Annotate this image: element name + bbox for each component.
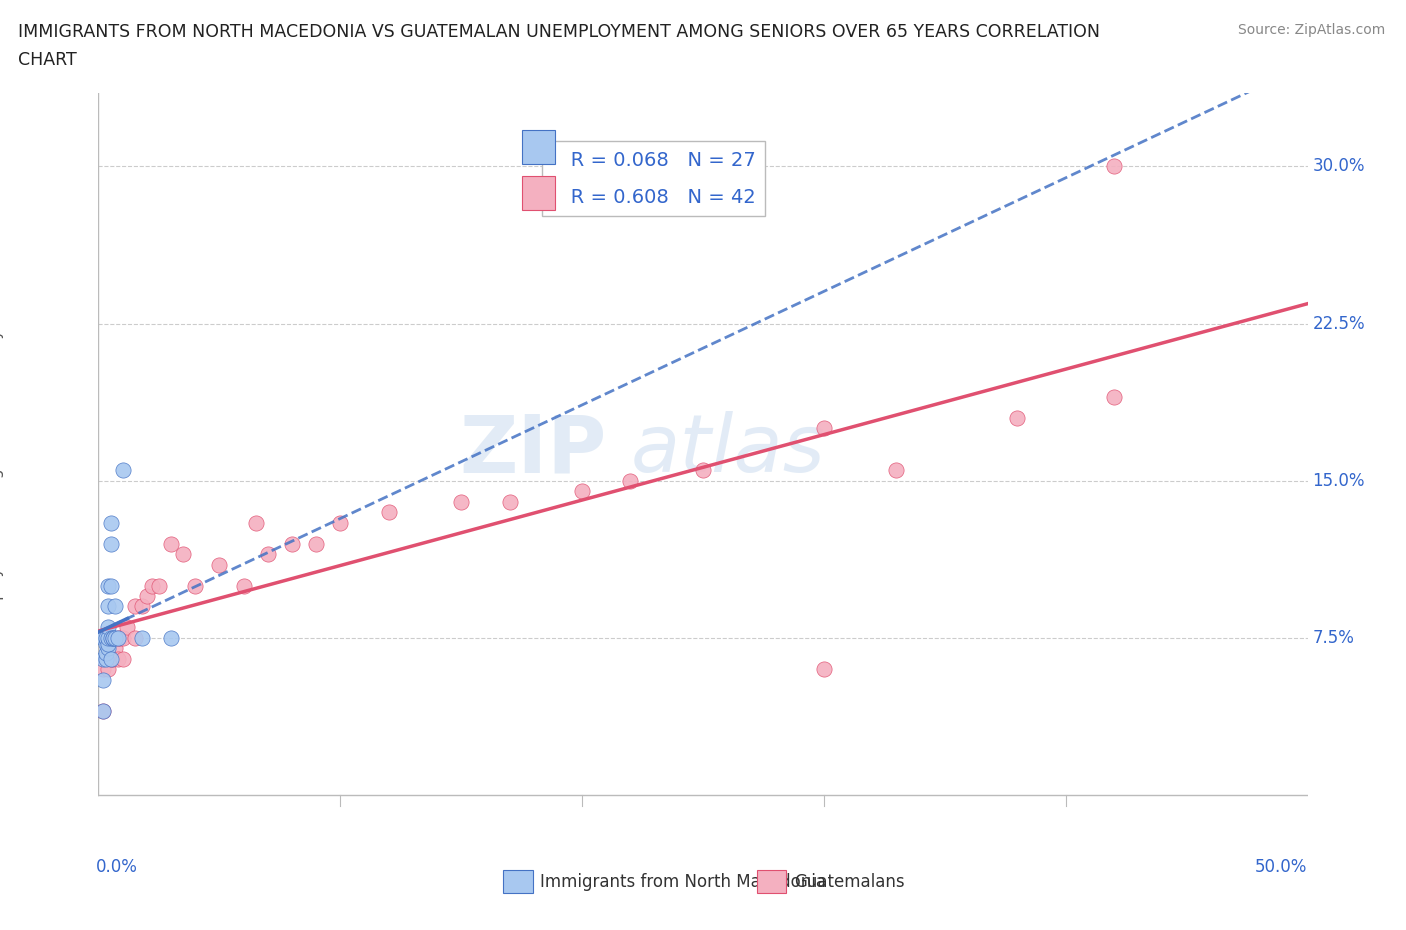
- Point: [94, 645, 117, 660]
- Point: [160, 537, 183, 551]
- Point: [172, 547, 194, 562]
- Point: [124, 599, 146, 614]
- Point: [91, 662, 114, 677]
- Text: 7.5%: 7.5%: [1312, 629, 1354, 647]
- Bar: [522, 130, 555, 164]
- Point: [104, 641, 127, 656]
- Bar: [503, 870, 533, 893]
- Text: Source: ZipAtlas.com: Source: ZipAtlas.com: [1237, 23, 1385, 37]
- Bar: [522, 177, 555, 210]
- Text: 0.0%: 0.0%: [96, 858, 138, 876]
- Point: [1007, 410, 1029, 425]
- Point: [104, 631, 127, 645]
- Point: [232, 578, 254, 593]
- Point: [208, 557, 231, 572]
- Point: [91, 704, 114, 719]
- Point: [131, 631, 153, 645]
- Point: [107, 651, 129, 666]
- Point: [97, 662, 120, 677]
- Point: [91, 631, 114, 645]
- Point: [100, 631, 122, 645]
- Point: [97, 641, 120, 656]
- Point: [692, 463, 714, 478]
- Point: [108, 631, 131, 645]
- Point: [184, 578, 207, 593]
- Point: [281, 537, 304, 551]
- Point: [1102, 390, 1125, 405]
- Point: [100, 537, 122, 551]
- Text: CHART: CHART: [18, 51, 77, 69]
- Point: [97, 578, 120, 593]
- Point: [91, 704, 114, 719]
- Point: [571, 484, 593, 498]
- Text: 15.0%: 15.0%: [1312, 472, 1365, 490]
- Point: [1102, 159, 1125, 174]
- Point: [97, 620, 120, 635]
- Point: [100, 515, 122, 530]
- Text: Unemployment Among Seniors over 65 years: Unemployment Among Seniors over 65 years: [0, 296, 4, 644]
- Point: [104, 599, 127, 614]
- Point: [813, 421, 835, 436]
- Bar: [758, 870, 786, 893]
- Text: Immigrants from North Macedonia: Immigrants from North Macedonia: [540, 872, 825, 891]
- Point: [111, 631, 134, 645]
- Point: [111, 463, 134, 478]
- Point: [97, 637, 120, 652]
- Point: [245, 515, 267, 530]
- Point: [377, 505, 399, 520]
- Point: [107, 631, 129, 645]
- Text: atlas: atlas: [630, 411, 825, 489]
- Point: [94, 651, 117, 666]
- Point: [148, 578, 170, 593]
- Text: 30.0%: 30.0%: [1312, 157, 1365, 176]
- Point: [94, 631, 117, 645]
- Text: IMMIGRANTS FROM NORTH MACEDONIA VS GUATEMALAN UNEMPLOYMENT AMONG SENIORS OVER 65: IMMIGRANTS FROM NORTH MACEDONIA VS GUATE…: [18, 23, 1101, 41]
- Point: [498, 494, 520, 509]
- Point: [94, 651, 117, 666]
- Text: Guatemalans: Guatemalans: [793, 872, 904, 891]
- Point: [256, 547, 278, 562]
- Point: [97, 631, 120, 645]
- Point: [619, 473, 641, 488]
- Point: [131, 599, 153, 614]
- Point: [100, 651, 122, 666]
- Point: [100, 631, 122, 645]
- Point: [91, 672, 114, 687]
- Point: [111, 651, 134, 666]
- Text: 50.0%: 50.0%: [1256, 858, 1308, 876]
- Point: [100, 651, 122, 666]
- Point: [107, 631, 129, 645]
- Point: [160, 631, 183, 645]
- Point: [94, 637, 117, 652]
- Point: [450, 494, 472, 509]
- Point: [135, 589, 157, 604]
- Point: [141, 578, 163, 593]
- Point: [101, 631, 124, 645]
- Point: [101, 651, 124, 666]
- Point: [886, 463, 908, 478]
- Point: [305, 537, 328, 551]
- Point: [117, 620, 139, 635]
- Point: [101, 631, 124, 645]
- Point: [101, 631, 124, 645]
- Point: [91, 651, 114, 666]
- Point: [329, 515, 352, 530]
- Point: [100, 578, 122, 593]
- Text: 22.5%: 22.5%: [1312, 314, 1365, 333]
- Point: [813, 662, 835, 677]
- Text: ZIP: ZIP: [458, 411, 606, 489]
- Point: [124, 631, 146, 645]
- Text: R = 0.068   N = 27
   R = 0.608   N = 42: R = 0.068 N = 27 R = 0.608 N = 42: [551, 151, 755, 206]
- Point: [97, 599, 120, 614]
